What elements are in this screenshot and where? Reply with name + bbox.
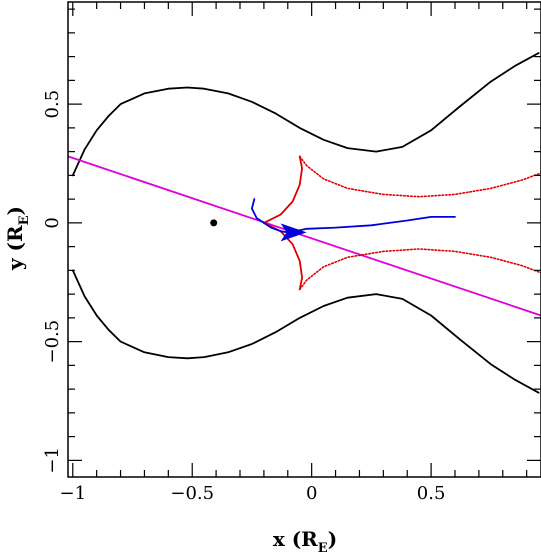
- series-red-upper-cusp: [263, 155, 303, 224]
- x-axis-label-sub: E: [318, 541, 328, 555]
- axis-ticks: −1 −0.5 0 0.5 −1 −0.5 0 0.5: [42, 2, 541, 504]
- x-tick-label: 0: [306, 483, 317, 504]
- series-red-upper-dotted: [298, 155, 541, 198]
- x-tick-label: 0.5: [417, 483, 446, 504]
- y-axis-label: y (RE): [3, 206, 32, 271]
- y-tick-label: −0.5: [42, 320, 63, 364]
- y-tick-label: 0: [42, 217, 63, 228]
- series-black-lower: [71, 269, 540, 394]
- y-tick-label-group: −1: [42, 447, 63, 474]
- y-axis-label-main: y (R: [3, 225, 27, 271]
- y-tick-label-group: 0: [42, 217, 63, 228]
- marker-blue-arrowhead: [280, 223, 307, 242]
- x-axis-label-main: x (R: [273, 527, 318, 551]
- series-magenta-line: [67, 155, 541, 317]
- series-red-lower-dotted: [298, 248, 541, 291]
- y-tick-label: 0.5: [42, 90, 63, 119]
- y-tick-label-group: −0.5: [42, 320, 63, 364]
- y-tick-label-group: 0.5: [42, 90, 63, 119]
- y-tick-label: −1: [42, 447, 63, 474]
- x-axis-label: x (RE): [273, 527, 337, 555]
- x-tick-label: −1: [60, 483, 87, 504]
- x-axis-label-close: ): [328, 527, 337, 551]
- y-axis-label-close: ): [3, 206, 27, 215]
- series-black-upper: [71, 52, 540, 177]
- plot-area: [67, 52, 541, 394]
- y-axis-label-sub: E: [17, 215, 32, 225]
- marker-central-dot: [210, 219, 218, 227]
- series-blue-track: [251, 198, 456, 234]
- x-tick-label: −0.5: [170, 483, 214, 504]
- plot-frame: [67, 1, 541, 478]
